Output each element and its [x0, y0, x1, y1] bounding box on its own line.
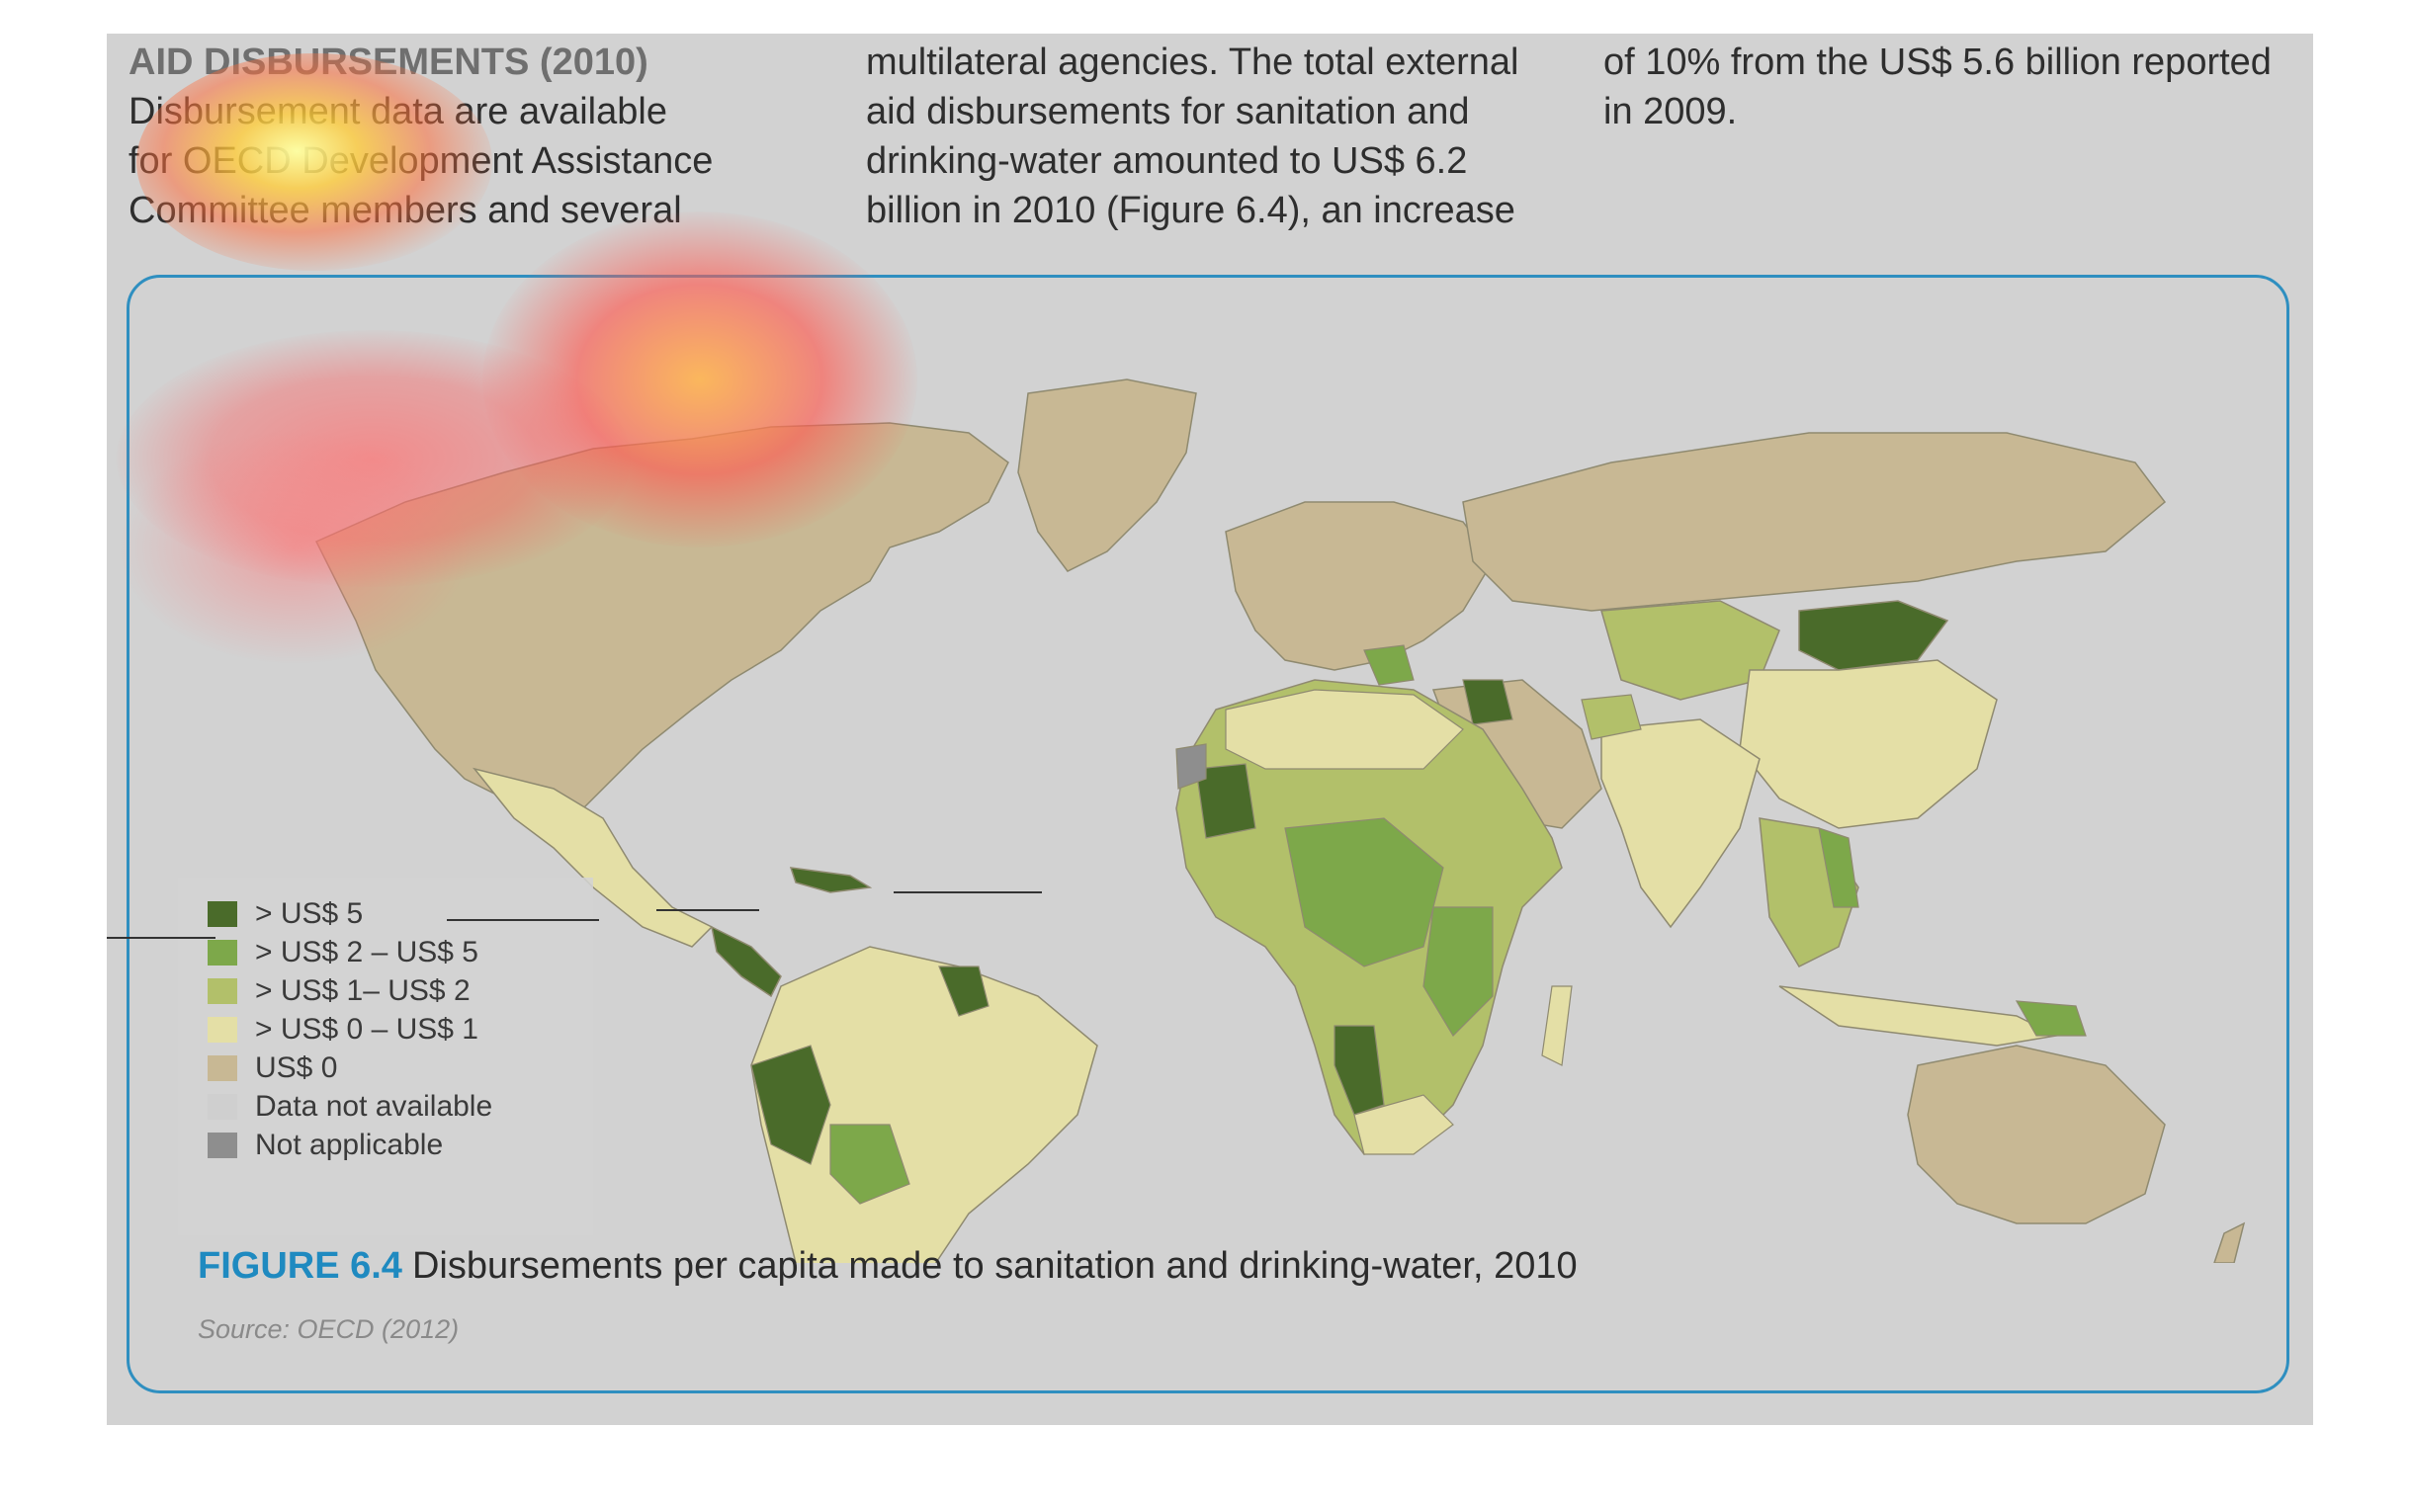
- map-region-mauritania: [1195, 763, 1256, 839]
- figure-title: Disbursements per capita made to sanitat…: [411, 1245, 1578, 1287]
- legend-label: Data not available: [255, 1090, 493, 1123]
- legend-item: > US$ 0 – US$ 1: [208, 1011, 478, 1049]
- map-region-mongolia: [1798, 600, 1949, 671]
- legend-swatch: [208, 901, 237, 927]
- figure-frame: [127, 275, 2289, 1393]
- text-line: Committee members and several: [129, 190, 682, 231]
- legend-label: > US$ 1– US$ 2: [255, 974, 471, 1007]
- legend-label: Not applicable: [255, 1129, 444, 1161]
- legend-label: US$ 0: [255, 1051, 338, 1084]
- document-page: AID DISBURSEMENTS (2010) Disbursement da…: [107, 34, 2313, 1425]
- article-column-2: multilateral agencies. The total externa…: [866, 38, 1548, 235]
- map-region-new-zealand: [2213, 1221, 2246, 1263]
- annotation-leader-line: [656, 909, 759, 911]
- map-region-mexico: [473, 767, 714, 948]
- legend-swatch: [208, 1133, 237, 1158]
- map-region-iraq: [1462, 679, 1513, 725]
- article-column-1: AID DISBURSEMENTS (2010) Disbursement da…: [129, 38, 820, 235]
- map-region-greenland: [1017, 378, 1197, 572]
- legend-item: Not applicable: [208, 1127, 443, 1164]
- legend-item: US$ 0: [208, 1050, 337, 1087]
- figure-caption: FIGURE 6.4 Disbursements per capita made …: [198, 1245, 1578, 1288]
- map-region-namibia: [1334, 1025, 1385, 1116]
- map-region-europe: [1225, 501, 1494, 671]
- annotation-leader-line: [107, 937, 215, 939]
- legend-swatch: [208, 1094, 237, 1120]
- legend-item: > US$ 5: [208, 895, 363, 933]
- map-region-indonesia: [1778, 985, 2059, 1047]
- text-line: drinking-water amounted to US$ 6.2: [866, 140, 1468, 182]
- text-line: in 2009.: [1603, 91, 1738, 132]
- legend-label: > US$ 0 – US$ 1: [255, 1013, 478, 1046]
- text-line: of 10% from the US$ 5.6 billion reported: [1603, 42, 2272, 83]
- legend-label: > US$ 5: [255, 897, 364, 930]
- legend-swatch: [208, 978, 237, 1004]
- legend-swatch: [208, 940, 237, 966]
- map-region-south-africa: [1353, 1094, 1454, 1155]
- map-region-peru: [750, 1045, 831, 1165]
- legend-item: Data not available: [208, 1088, 492, 1126]
- map-region-madagascar: [1541, 985, 1573, 1066]
- map-region-guiana: [938, 966, 990, 1017]
- annotation-leader-line: [447, 919, 599, 921]
- text-line: billion in 2010 (Figure 6.4), an increas…: [866, 190, 1515, 231]
- figure-source: Source: OECD (2012): [198, 1314, 460, 1344]
- legend-item: > US$ 2 – US$ 5: [208, 934, 478, 971]
- map-region-afghanistan: [1581, 694, 1642, 740]
- map-region-south-asia: [1600, 718, 1761, 929]
- map-region-north-africa: [1225, 689, 1464, 770]
- map-region-russia: [1462, 432, 2167, 612]
- map-legend: > US$ 5 > US$ 2 – US$ 5 > US$ 1– US$ 2 >…: [178, 878, 593, 1235]
- map-region-balkans: [1363, 644, 1415, 686]
- text-line: Disbursement data are available: [129, 91, 667, 132]
- map-region-bolivia: [829, 1124, 910, 1205]
- map-region-east-africa: [1422, 906, 1494, 1037]
- text-line: for OECD Development Assistance: [129, 140, 714, 182]
- text-line: multilateral agencies. The total externa…: [866, 42, 1519, 83]
- article-column-3: of 10% from the US$ 5.6 billion reported…: [1603, 38, 2295, 136]
- map-region-papua: [2015, 1000, 2087, 1037]
- legend-swatch: [208, 1055, 237, 1081]
- section-heading: AID DISBURSEMENTS (2010): [129, 42, 648, 83]
- legend-label: > US$ 2 – US$ 5: [255, 936, 478, 968]
- map-region-caribbean: [789, 867, 873, 893]
- map-region-south-america: [750, 946, 1098, 1263]
- map-region-china: [1739, 659, 1998, 829]
- map-region-central-america: [710, 925, 782, 998]
- map-region-australia: [1907, 1045, 2166, 1224]
- annotation-leader-line: [894, 891, 1042, 893]
- legend-swatch: [208, 1017, 237, 1043]
- map-region-western-sahara: [1175, 743, 1207, 790]
- map-region-north-america: [314, 422, 1009, 829]
- map-region-vietnam: [1818, 827, 1859, 908]
- text-line: aid disbursements for sanitation and: [866, 91, 1470, 132]
- legend-item: > US$ 1– US$ 2: [208, 972, 471, 1010]
- figure-number: FIGURE 6.4: [198, 1245, 402, 1287]
- map-region-central-africa: [1284, 817, 1444, 967]
